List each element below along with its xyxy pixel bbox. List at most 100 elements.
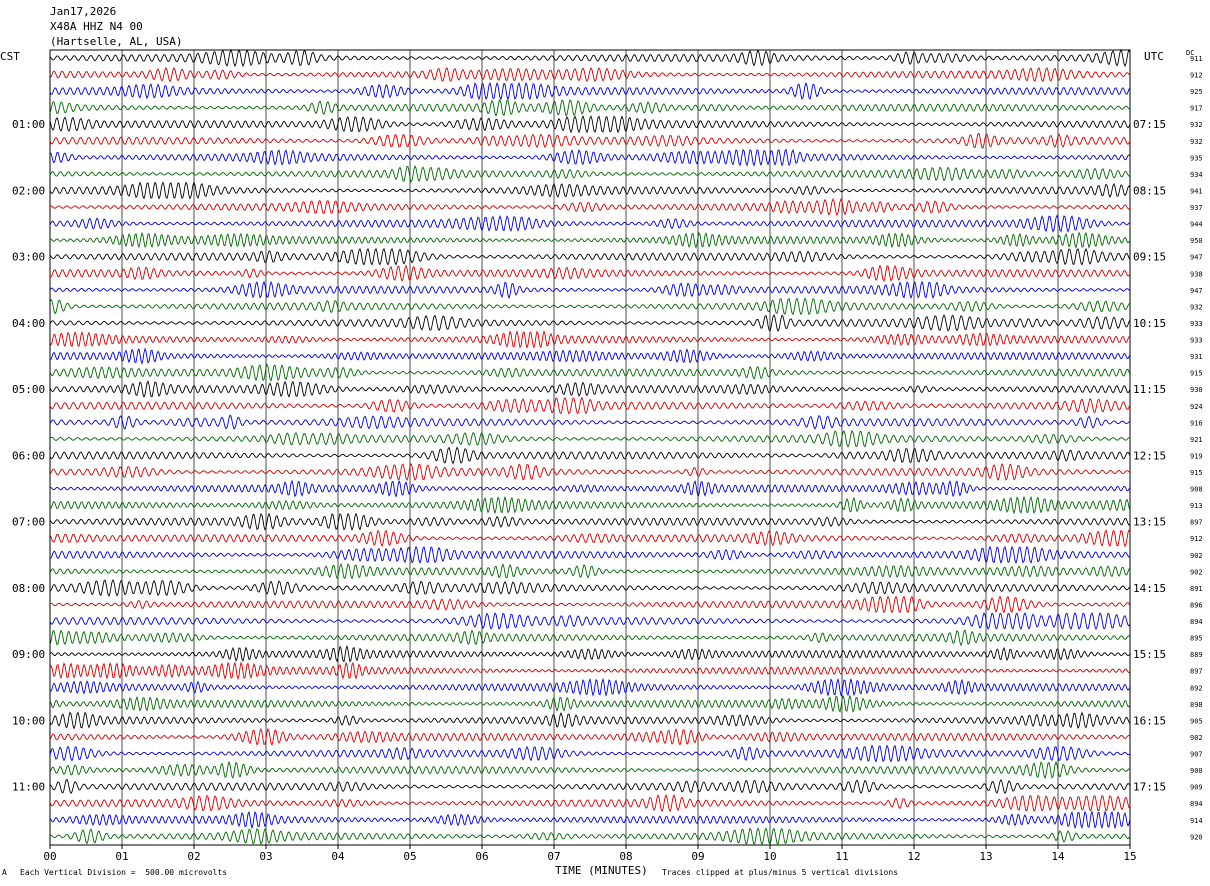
x-tick-label: 07 [547, 850, 560, 863]
x-tick-label: 03 [259, 850, 272, 863]
right-timezone: UTC [1144, 50, 1164, 63]
seismic-trace [49, 132, 1131, 149]
seismic-trace [49, 197, 1131, 217]
chart-location: (Hartselle, AL, USA) [50, 35, 183, 48]
x-tick-label: 09 [691, 850, 704, 863]
seismic-trace [49, 760, 1131, 780]
seismic-trace [49, 727, 1131, 746]
right-hour-label: 14:15 [1133, 582, 1166, 595]
seismic-trace [49, 380, 1131, 399]
dc-offset-label: 894 [1190, 800, 1203, 808]
seismic-trace [49, 98, 1131, 117]
left-hour-label: 07:00 [12, 516, 45, 529]
left-hour-label: 06:00 [12, 449, 45, 462]
x-tick-label: 14 [1051, 850, 1065, 863]
dc-offset-label: 931 [1190, 353, 1203, 361]
dc-offset-label: 894 [1190, 618, 1203, 626]
right-hour-label: 17:15 [1133, 781, 1166, 794]
seismic-trace [49, 512, 1131, 531]
dc-offset-label: 924 [1190, 403, 1203, 411]
dc-offset-label: 913 [1190, 502, 1203, 510]
seismic-trace [49, 430, 1131, 448]
dc-offset-label: 907 [1190, 751, 1203, 759]
dc-offset-label: 895 [1190, 635, 1203, 643]
seismic-trace [49, 280, 1131, 300]
clip-note: Traces clipped at plus/minus 5 vertical … [662, 868, 899, 877]
seismic-trace [49, 677, 1131, 697]
dc-offset-label: 914 [1190, 817, 1203, 825]
right-hour-label: 10:15 [1133, 317, 1166, 330]
seismic-trace [49, 396, 1131, 415]
x-tick-label: 05 [403, 850, 416, 863]
dc-offset-label: 915 [1190, 469, 1203, 477]
dc-offset-label: 898 [1190, 701, 1203, 709]
seismic-trace [49, 545, 1131, 565]
seismic-trace [49, 644, 1131, 663]
dc-offset-label: 941 [1190, 187, 1203, 195]
x-tick-label: 15 [1123, 850, 1136, 863]
left-hour-label: 01:00 [12, 118, 45, 131]
dc-offset-label: 902 [1190, 734, 1203, 742]
dc-offset-label: 912 [1190, 72, 1203, 80]
dc-offset-label: 944 [1190, 221, 1203, 229]
x-tick-label: 08 [619, 850, 632, 863]
seismic-trace [49, 115, 1131, 134]
seismic-trace [49, 778, 1131, 795]
x-tick-label: 13 [979, 850, 992, 863]
seismic-trace [49, 595, 1131, 614]
seismic-trace [49, 578, 1131, 597]
dc-offset-label: 891 [1190, 585, 1203, 593]
dc-offset-label: 905 [1190, 717, 1203, 725]
dc-offset-label: 921 [1190, 436, 1203, 444]
x-tick-label: 11 [835, 850, 848, 863]
dc-offset-label: 908 [1190, 486, 1203, 494]
seismic-trace [49, 711, 1131, 730]
right-hour-label: 15:15 [1133, 648, 1166, 661]
x-tick-label: 06 [475, 850, 488, 863]
dc-offset-label: 932 [1190, 138, 1203, 146]
seismic-trace [49, 529, 1131, 548]
seismic-trace [49, 231, 1131, 249]
dc-offset-label: 919 [1190, 452, 1203, 460]
x-tick-label: 10 [763, 850, 776, 863]
chart-station: X48A HHZ N4 00 [50, 20, 143, 33]
dc-offset-label: 896 [1190, 601, 1203, 609]
seismic-trace [49, 247, 1131, 266]
seismic-trace [49, 214, 1131, 233]
dc-offset-label: 930 [1190, 386, 1203, 394]
seismic-trace [49, 165, 1131, 183]
x-tick-label: 00 [43, 850, 56, 863]
dc-offset-label: 897 [1190, 519, 1203, 527]
dc-offset-label: 925 [1190, 88, 1203, 96]
left-hour-label: 04:00 [12, 317, 45, 330]
right-hour-label: 11:15 [1133, 383, 1166, 396]
left-hour-label: 11:00 [12, 781, 45, 794]
seismic-trace [49, 330, 1131, 350]
label-layer: 00 01 02 03 04 05 06 07 08 09 10 11 12 13 14 15 911 912 92… [12, 55, 1203, 863]
x-tick-label: 04 [331, 850, 345, 863]
grid-lines [49, 49, 1131, 849]
left-hour-label: 08:00 [12, 582, 45, 595]
seismic-trace [49, 181, 1131, 200]
corner-mark: A [2, 868, 7, 877]
seismic-trace [49, 629, 1131, 647]
dc-offset-label: 947 [1190, 287, 1203, 295]
dc-offset-label: 937 [1190, 204, 1203, 212]
dc-offset-label: 900 [1190, 767, 1203, 775]
right-hour-label: 12:15 [1133, 449, 1166, 462]
seismic-trace [49, 363, 1131, 382]
seismic-trace [49, 661, 1131, 681]
seismic-trace [49, 810, 1131, 830]
dc-offset-label: 935 [1190, 154, 1203, 162]
trace-layer [49, 48, 1131, 846]
dc-offset-label: 932 [1190, 121, 1203, 129]
dc-offset-label: 916 [1190, 419, 1203, 427]
seismic-trace [49, 462, 1131, 481]
x-axis-label: TIME (MINUTES) [555, 864, 648, 877]
chart-date: Jan17,2026 [50, 5, 117, 18]
seismic-trace [49, 446, 1131, 465]
dc-offset-label: 892 [1190, 684, 1203, 692]
right-hour-label: 08:15 [1133, 184, 1166, 197]
dc-offset-label: 938 [1190, 270, 1203, 278]
seismic-trace [49, 794, 1131, 813]
